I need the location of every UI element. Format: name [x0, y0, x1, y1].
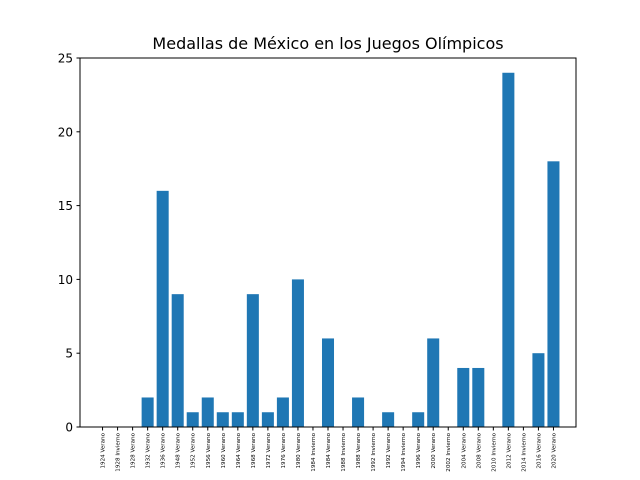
x-tick-label: 1984 Invierno	[311, 432, 317, 471]
x-tick-label: 1928 Invierno	[116, 432, 122, 471]
y-tick-label: 5	[65, 347, 73, 361]
bar-2012-verano	[502, 72, 515, 427]
bar-1976-verano	[276, 397, 289, 427]
x-tick-label: 2000 Verano	[431, 432, 437, 468]
bar-2004-verano	[457, 367, 470, 427]
x-tick-label: 2020 Verano	[551, 432, 557, 468]
x-tick-label: 1992 Verano	[386, 432, 392, 468]
y-tick-label: 20	[58, 125, 73, 139]
x-tick-label: 1976 Verano	[281, 432, 287, 468]
x-tick-label: 2008 Verano	[476, 432, 482, 468]
x-tick-label: 1980 Verano	[296, 432, 302, 468]
bar-1956-verano	[201, 397, 214, 427]
x-tick-label: 1972 Verano	[266, 432, 272, 468]
x-tick-label: 1992 Invierno	[371, 432, 377, 471]
x-tick-label: 1952 Verano	[191, 432, 197, 468]
x-tick-label: 1988 Invierno	[341, 432, 347, 471]
x-tick-label: 1968 Verano	[251, 432, 257, 468]
bar-1996-verano	[412, 412, 425, 427]
bar-1988-verano	[352, 397, 365, 427]
x-tick-label: 1948 Verano	[176, 432, 182, 468]
bar-1932-verano	[141, 397, 154, 427]
bar-1980-verano	[291, 279, 304, 427]
x-tick-label: 1928 Verano	[131, 432, 137, 468]
x-tick-label: 2014 Invierno	[521, 432, 527, 471]
y-tick-label: 10	[58, 273, 73, 287]
x-tick-label: 1932 Verano	[146, 432, 152, 468]
x-tick-label: 1936 Verano	[161, 432, 167, 468]
chart-title: Medallas de México en los Juegos Olímpic…	[152, 34, 503, 53]
bar-2020-verano	[547, 161, 560, 427]
bar-1992-verano	[382, 412, 395, 427]
x-tick-label: 1994 Invierno	[401, 432, 407, 471]
bar-1936-verano	[156, 190, 169, 427]
x-tick-label: 2012 Verano	[506, 432, 512, 468]
x-tick-label: 1964 Verano	[236, 432, 242, 468]
x-tick-label: 1956 Verano	[206, 432, 212, 468]
x-tick-label: 1996 Verano	[416, 432, 422, 468]
x-tick-label: 1984 Verano	[326, 432, 332, 468]
x-tick-label: 1960 Verano	[221, 432, 227, 468]
bar-2000-verano	[427, 338, 440, 427]
y-axis: 0 5 10 15 20 25	[58, 52, 80, 435]
x-tick-label: 2016 Verano	[536, 432, 542, 468]
x-tick-label: 1988 Verano	[356, 432, 362, 468]
y-tick-label: 25	[58, 52, 73, 66]
x-tick-label: 2002 Invierno	[446, 432, 452, 471]
x-axis: 1924 Verano 1928 Invierno 1928 Verano 1932 …	[101, 427, 557, 472]
bar-1984-verano	[321, 338, 335, 427]
y-tick-label: 15	[58, 199, 73, 213]
bar-1968-verano	[246, 294, 259, 427]
plot-frame	[79, 57, 577, 428]
x-tick-label: 2010 Invierno	[491, 432, 497, 471]
bar-2016-verano	[532, 353, 545, 427]
bar-2008-verano	[472, 367, 485, 427]
bar-1960-verano	[216, 412, 229, 427]
bar-1972-verano	[261, 412, 274, 427]
bar-1964-verano	[231, 412, 244, 427]
x-tick-label: 2004 Verano	[461, 432, 467, 468]
x-tick-label: 1924 Verano	[101, 432, 107, 468]
bar-1948-verano	[171, 294, 184, 427]
bar-1952-verano	[186, 412, 199, 427]
bars-group	[141, 72, 560, 427]
y-tick-label: 0	[65, 421, 73, 435]
